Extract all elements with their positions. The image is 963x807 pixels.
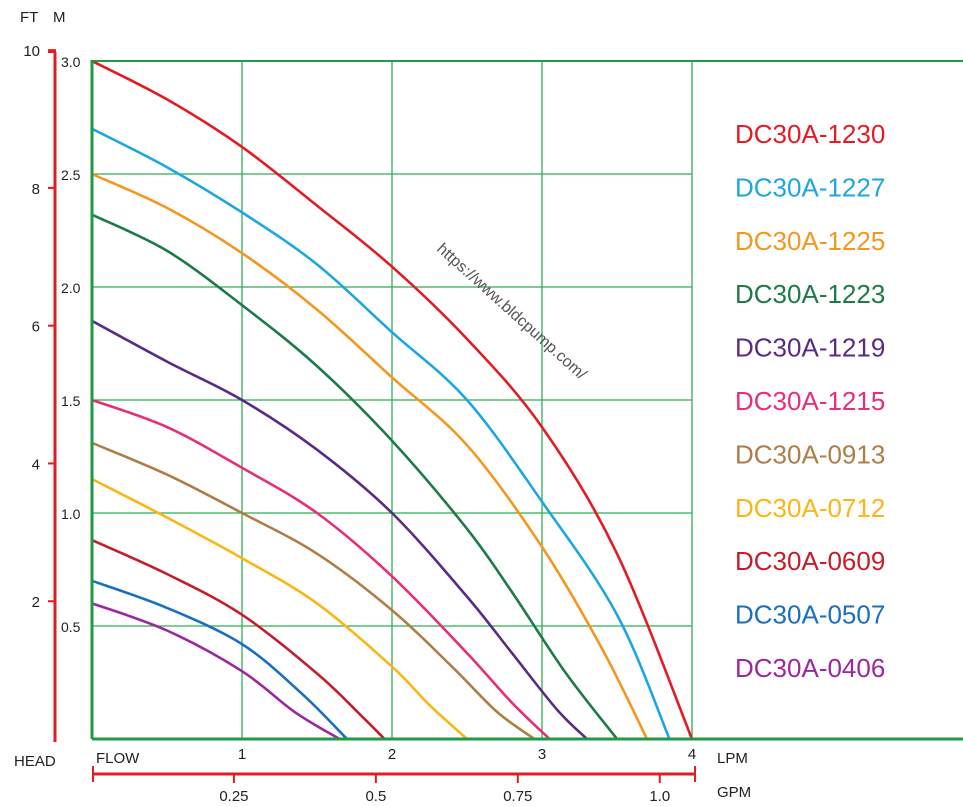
lpm-axis-title: LPM xyxy=(717,750,748,767)
series-line-dc30a-0609 xyxy=(92,538,386,739)
series-line-dc30a-1215 xyxy=(92,398,551,739)
legend-item-dc30a-0507: DC30A-0507 xyxy=(735,600,885,630)
lpm-tick-label: 2 xyxy=(388,746,396,763)
legend-item-dc30a-0913: DC30A-0913 xyxy=(735,439,885,469)
flow-label: FLOW xyxy=(96,750,140,767)
ft-tick-label: 2 xyxy=(32,594,40,611)
ft-tick-label: 4 xyxy=(32,456,40,473)
legend: DC30A-1230 DC30A-1227 DC30A-1225 DC30A-1223… xyxy=(735,119,885,683)
series-line-dc30a-1230 xyxy=(92,60,694,739)
ft-tick-label: 10 xyxy=(23,43,40,60)
ft-axis-title: FT xyxy=(20,9,38,26)
legend-item-dc30a-0609: DC30A-0609 xyxy=(735,546,885,576)
m-tick-label: 2.5 xyxy=(61,167,81,183)
lpm-tick-label: 3 xyxy=(538,746,546,763)
legend-item-dc30a-1223: DC30A-1223 xyxy=(735,279,885,309)
gpm-tick-label: 1.0 xyxy=(649,788,670,805)
m-tick-label: 3.0 xyxy=(61,54,81,70)
series-line-dc30a-1225 xyxy=(92,172,649,739)
legend-item-dc30a-1219: DC30A-1219 xyxy=(735,333,885,363)
watermark-url: https://www.bldcpump.com/ xyxy=(433,240,590,383)
ft-tick-label: 8 xyxy=(32,181,40,198)
gpm-axis-title: GPM xyxy=(717,784,751,801)
gpm-tick-label: 0.5 xyxy=(365,788,386,805)
legend-item-dc30a-0406: DC30A-0406 xyxy=(735,653,885,683)
legend-item-dc30a-1215: DC30A-1215 xyxy=(735,386,885,416)
series-line-dc30a-0712 xyxy=(92,477,469,739)
head-label: HEAD xyxy=(14,753,56,770)
legend-item-dc30a-0712: DC30A-0712 xyxy=(735,493,885,523)
series-line-dc30a-1227 xyxy=(92,127,671,739)
ft-tick-label: 6 xyxy=(32,319,40,336)
lpm-tick-label: 4 xyxy=(688,746,696,763)
legend-item-dc30a-1225: DC30A-1225 xyxy=(735,226,885,256)
m-tick-label: 0.5 xyxy=(61,619,81,635)
m-tick-label: 1.0 xyxy=(61,506,81,522)
legend-item-dc30a-1230: DC30A-1230 xyxy=(735,119,885,149)
series-line-dc30a-0406 xyxy=(92,602,341,739)
series-line-dc30a-0913 xyxy=(92,441,536,739)
tick-labels: 1 2 3 4 0.5 1.0 1.5 2.0 2.5 3.0 2 4 6 8 10 0.25 0.5 0.75 1… xyxy=(23,43,696,805)
series-group xyxy=(92,60,694,739)
lpm-tick-label: 1 xyxy=(238,746,246,763)
gpm-tick-label: 0.25 xyxy=(219,788,248,805)
series-line-dc30a-1223 xyxy=(92,213,619,739)
axis-labels: FT M HEAD FLOW LPM GPM https://www.bldcp… xyxy=(14,9,751,801)
m-tick-label: 2.0 xyxy=(61,280,81,296)
legend-item-dc30a-1227: DC30A-1227 xyxy=(735,172,885,202)
series-line-dc30a-0507 xyxy=(92,579,349,739)
m-tick-label: 1.5 xyxy=(61,393,81,409)
m-axis-title: M xyxy=(53,9,66,26)
axes xyxy=(53,52,963,776)
series-line-dc30a-1219 xyxy=(92,319,589,739)
gpm-tick-label: 0.75 xyxy=(503,788,532,805)
